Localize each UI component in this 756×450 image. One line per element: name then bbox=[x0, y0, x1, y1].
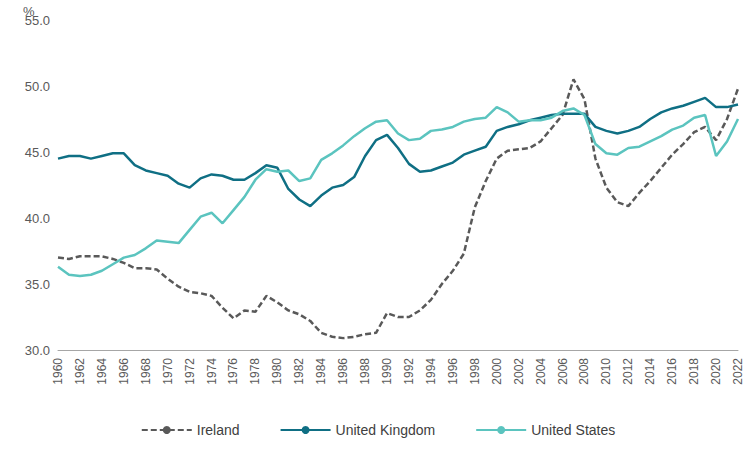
svg-text:2022: 2022 bbox=[731, 358, 745, 385]
svg-text:30.0: 30.0 bbox=[25, 343, 50, 358]
svg-text:2002: 2002 bbox=[512, 358, 526, 385]
svg-text:2006: 2006 bbox=[556, 358, 570, 385]
svg-text:1970: 1970 bbox=[161, 358, 175, 385]
svg-text:United States: United States bbox=[531, 422, 615, 438]
svg-text:1986: 1986 bbox=[336, 358, 350, 385]
svg-text:1966: 1966 bbox=[117, 358, 131, 385]
svg-text:2014: 2014 bbox=[643, 358, 657, 385]
svg-text:1992: 1992 bbox=[402, 358, 416, 385]
svg-text:2008: 2008 bbox=[577, 358, 591, 385]
svg-text:Ireland: Ireland bbox=[197, 422, 240, 438]
svg-text:1990: 1990 bbox=[380, 358, 394, 385]
svg-text:1984: 1984 bbox=[314, 358, 328, 385]
svg-text:40.0: 40.0 bbox=[25, 211, 50, 226]
svg-text:1962: 1962 bbox=[73, 358, 87, 385]
svg-text:1964: 1964 bbox=[95, 358, 109, 385]
svg-text:1998: 1998 bbox=[468, 358, 482, 385]
svg-text:%: % bbox=[23, 4, 35, 19]
svg-text:1972: 1972 bbox=[183, 358, 197, 385]
svg-text:2016: 2016 bbox=[665, 358, 679, 385]
svg-text:2004: 2004 bbox=[534, 358, 548, 385]
svg-text:1996: 1996 bbox=[446, 358, 460, 385]
svg-text:50.0: 50.0 bbox=[25, 79, 50, 94]
svg-text:45.0: 45.0 bbox=[25, 145, 50, 160]
svg-text:2020: 2020 bbox=[709, 358, 723, 385]
svg-text:1980: 1980 bbox=[270, 358, 284, 385]
svg-text:2010: 2010 bbox=[599, 358, 613, 385]
svg-text:1994: 1994 bbox=[424, 358, 438, 385]
svg-text:1988: 1988 bbox=[358, 358, 372, 385]
svg-text:55.0: 55.0 bbox=[24, 12, 50, 28]
svg-text:35.0: 35.0 bbox=[25, 277, 50, 292]
svg-text:2000: 2000 bbox=[490, 358, 504, 385]
svg-text:United Kingdom: United Kingdom bbox=[336, 422, 436, 438]
svg-text:2012: 2012 bbox=[621, 358, 635, 385]
svg-text:1974: 1974 bbox=[205, 358, 219, 385]
svg-text:1976: 1976 bbox=[226, 358, 240, 385]
svg-text:2018: 2018 bbox=[687, 358, 701, 385]
svg-text:1982: 1982 bbox=[292, 358, 306, 385]
svg-text:1960: 1960 bbox=[51, 358, 65, 385]
svg-text:1968: 1968 bbox=[139, 358, 153, 385]
svg-text:1978: 1978 bbox=[248, 358, 262, 385]
